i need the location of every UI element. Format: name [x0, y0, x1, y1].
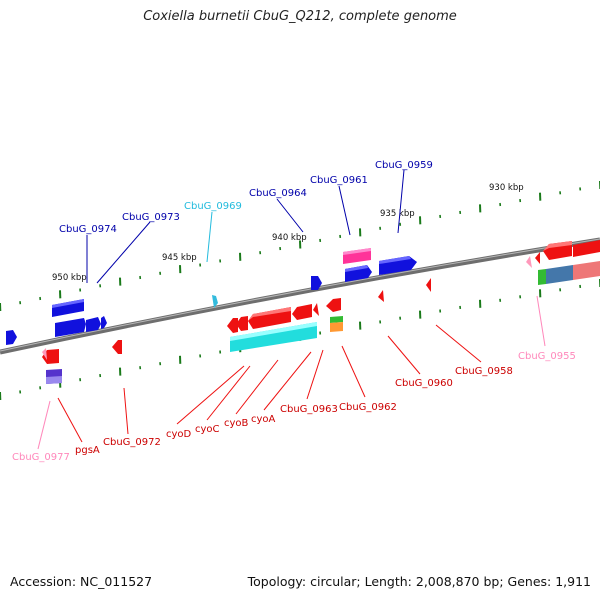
- label-CbuG_0969[interactable]: CbuG_0969: [184, 201, 242, 212]
- genome-backbone-highlight: [0, 238, 600, 352]
- genome-title: Coxiella burnetii CbuG_Q212, complete ge…: [143, 9, 457, 24]
- gene-red-small-1[interactable]: [378, 290, 384, 302]
- gene-CbuG_0973[interactable]: [55, 316, 107, 337]
- leader-CbuG_0960: [387, 335, 421, 375]
- label-cyoB[interactable]: cyoB: [224, 418, 249, 429]
- gene-cyoA-cyoB[interactable]: [248, 307, 291, 329]
- label-cyoD[interactable]: cyoD: [166, 429, 192, 440]
- scale-label-935: 935 kbp: [380, 209, 415, 219]
- leader-CbuG_0961: [338, 185, 351, 236]
- label-CbuG_0974[interactable]: CbuG_0974: [59, 224, 117, 235]
- label-pgsA[interactable]: pgsA: [75, 445, 100, 456]
- gene-cyan-cluster[interactable]: [230, 322, 317, 352]
- gene-CbuG_0972[interactable]: [112, 340, 122, 354]
- gene-CbuG_0955-block[interactable]: [538, 261, 600, 285]
- gene-cyoC-cyoD[interactable]: [227, 316, 248, 333]
- scale-label-940: 940 kbp: [272, 233, 307, 243]
- leader-CbuG_0963: [306, 349, 324, 400]
- gene-CbuG_0977[interactable]: [46, 369, 62, 384]
- gene-small-blue-mid[interactable]: [311, 276, 322, 290]
- label-CbuG_0959[interactable]: CbuG_0959: [375, 160, 433, 171]
- leader-CbuG_0958: [435, 324, 482, 363]
- label-cyoA[interactable]: cyoA: [251, 414, 276, 425]
- label-CbuG_0972[interactable]: CbuG_0972: [103, 437, 161, 448]
- leader-cyoD: [176, 365, 245, 425]
- label-CbuG_0963[interactable]: CbuG_0963: [280, 404, 338, 415]
- leader-CbuG_0977: [37, 400, 51, 450]
- leader-cyoC: [206, 365, 251, 421]
- gene-CbuG_0974[interactable]: [52, 299, 84, 317]
- outer-tick-track: [0, 181, 600, 312]
- gene-CbuG_0977-small[interactable]: [42, 348, 47, 360]
- label-CbuG_0960[interactable]: CbuG_0960: [395, 378, 453, 389]
- label-CbuG_0961[interactable]: CbuG_0961: [310, 175, 368, 186]
- leader-pgsA: [57, 397, 83, 443]
- label-CbuG_0962[interactable]: CbuG_0962: [339, 402, 397, 413]
- leader-cyoB: [235, 359, 279, 415]
- gene-CbuG_0955-small[interactable]: [526, 256, 532, 268]
- gene-CbuG_0964[interactable]: [343, 248, 371, 264]
- leader-CbuG_0972: [123, 387, 129, 435]
- gene-CbuG_0963[interactable]: [292, 303, 319, 320]
- leader-CbuG_0969: [206, 211, 213, 263]
- genome-summary: Topology: circular; Length: 2,008,870 bp…: [247, 574, 591, 589]
- leader-CbuG_0955: [536, 295, 546, 347]
- genome-backbone: [0, 237, 600, 355]
- leader-CbuG_0973: [96, 221, 151, 284]
- gene-CbuG_0959[interactable]: [379, 256, 417, 275]
- leader-CbuG_0964: [276, 198, 304, 233]
- leader-CbuG_0962: [341, 345, 366, 398]
- gene-CbuG_0958[interactable]: [535, 240, 600, 264]
- leader-CbuG_0959: [397, 169, 405, 234]
- gene-CbuG_0962[interactable]: [326, 298, 341, 312]
- gene-CbuG_0962-color-block[interactable]: [330, 316, 343, 332]
- label-cyoC[interactable]: cyoC: [195, 424, 220, 435]
- gene-CbuG_0961[interactable]: [345, 265, 372, 282]
- scale-label-945: 945 kbp: [162, 253, 197, 263]
- leader-cyoA: [263, 351, 312, 411]
- label-CbuG_0955[interactable]: CbuG_0955: [518, 351, 576, 362]
- scale-label-930: 930 kbp: [489, 183, 524, 193]
- label-CbuG_0973[interactable]: CbuG_0973: [122, 212, 180, 223]
- gene-small-blue-left[interactable]: [6, 330, 17, 345]
- label-CbuG_0958[interactable]: CbuG_0958: [455, 366, 513, 377]
- scale-label-950: 950 kbp: [52, 273, 87, 283]
- label-CbuG_0964[interactable]: CbuG_0964: [249, 188, 307, 199]
- gene-CbuG_0969[interactable]: [212, 295, 218, 308]
- gene-CbuG_0960[interactable]: [426, 278, 431, 292]
- label-CbuG_0977[interactable]: CbuG_0977: [12, 452, 70, 463]
- accession-label: Accession: NC_011527: [10, 574, 153, 589]
